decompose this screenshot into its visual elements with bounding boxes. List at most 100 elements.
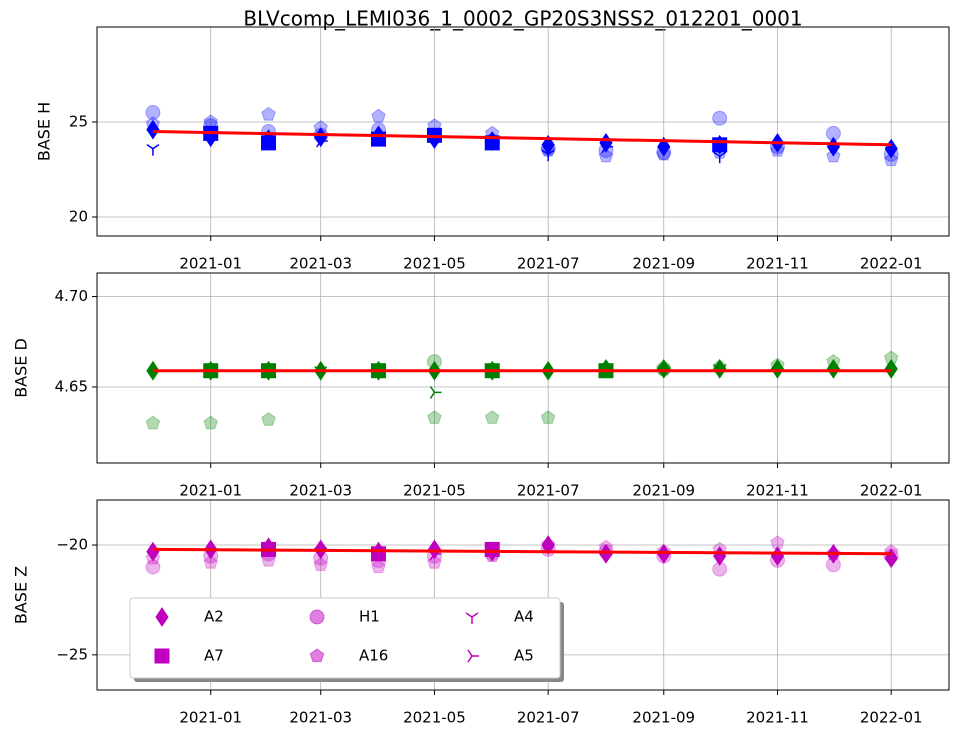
marker (713, 151, 727, 164)
marker (601, 140, 613, 154)
marker (371, 559, 386, 574)
x-tick-label: 2022-01 (860, 709, 923, 727)
x-tick-label: 2021-09 (632, 709, 695, 727)
marker (883, 152, 899, 167)
marker (146, 143, 160, 156)
marker (261, 124, 277, 139)
x-tick-label: 2021-05 (403, 709, 466, 727)
legend-marker (467, 649, 479, 663)
marker (429, 386, 442, 399)
marker (770, 535, 785, 549)
marker (145, 415, 161, 430)
fit-line (152, 547, 892, 556)
legend-marker (309, 648, 325, 663)
legend-label: H1 (359, 608, 380, 626)
y-tick-label: −20 (56, 536, 88, 554)
x-tick-label: 2021-05 (403, 255, 466, 273)
y-tick-label: 4.65 (55, 378, 88, 396)
legend-label: A7 (204, 647, 224, 665)
marker (203, 114, 218, 129)
marker (656, 361, 672, 377)
y-axis-label: BASE Z (12, 566, 31, 624)
marker (826, 359, 841, 379)
marker (371, 108, 386, 123)
legend-marker (465, 612, 479, 624)
x-tick-label: 2021-01 (179, 482, 242, 500)
y-tick-label: −25 (56, 645, 88, 663)
marker (883, 146, 899, 162)
x-tick-label: 2021-05 (403, 482, 466, 500)
marker (712, 561, 728, 577)
x-tick-label: 2021-03 (289, 709, 352, 727)
y-tick-label: 4.70 (55, 287, 88, 305)
marker (313, 120, 328, 134)
marker (145, 550, 161, 565)
x-tick-label: 2021-09 (632, 482, 695, 500)
marker (371, 552, 387, 568)
y-tick-label: 25 (69, 113, 88, 131)
marker (261, 106, 276, 121)
marker (657, 359, 671, 379)
y-axis-label: BASE D (12, 338, 31, 398)
fit-line (152, 130, 892, 147)
marker (656, 146, 672, 161)
axes-frame (96, 499, 950, 691)
marker (316, 134, 328, 148)
legend-label: A2 (204, 608, 224, 626)
legend-marker (154, 648, 170, 664)
marker (426, 354, 442, 370)
marker (484, 135, 500, 151)
marker (540, 537, 556, 552)
x-tick-label: 2021-11 (746, 482, 809, 500)
y-tick-label: 20 (69, 208, 88, 226)
axes-frame (96, 272, 950, 464)
marker (712, 110, 728, 126)
marker (261, 552, 276, 567)
marker (261, 135, 277, 151)
marker (484, 410, 500, 424)
marker (825, 557, 841, 573)
marker (825, 125, 841, 141)
legend-label: A16 (359, 647, 388, 665)
marker (145, 105, 161, 120)
marker (884, 359, 898, 379)
marker (427, 118, 442, 132)
legend-label: A4 (514, 608, 534, 626)
x-tick-label: 2021-09 (632, 255, 695, 273)
x-tick-label: 2021-03 (289, 255, 352, 273)
marker (770, 359, 785, 379)
marker (203, 554, 218, 569)
x-tick-label: 2021-07 (517, 482, 580, 500)
x-tick-label: 2022-01 (860, 482, 923, 500)
y-axis-label: BASE H (35, 102, 54, 161)
marker (770, 142, 785, 157)
marker (826, 354, 841, 368)
legend-marker (309, 609, 325, 625)
x-tick-label: 2021-07 (517, 255, 580, 273)
x-tick-label: 2021-01 (179, 255, 242, 273)
marker (146, 119, 160, 140)
x-tick-label: 2021-11 (746, 255, 809, 273)
x-tick-label: 2021-07 (517, 709, 580, 727)
x-tick-label: 2021-01 (179, 709, 242, 727)
marker (427, 410, 442, 424)
marker (145, 559, 161, 575)
axes-frame (96, 26, 950, 237)
marker (540, 410, 556, 424)
marker (261, 411, 276, 426)
legend (129, 597, 561, 679)
marker (656, 543, 672, 558)
marker (769, 552, 785, 568)
x-tick-label: 2021-11 (746, 709, 809, 727)
marker (541, 149, 555, 162)
marker (541, 535, 555, 555)
marker (883, 543, 899, 558)
x-tick-label: 2021-03 (289, 482, 352, 500)
x-tick-label: 2022-01 (860, 255, 923, 273)
legend-label: A5 (514, 647, 534, 665)
marker (145, 116, 161, 131)
marker (770, 357, 785, 372)
marker (883, 350, 899, 365)
legend-marker (155, 607, 169, 627)
